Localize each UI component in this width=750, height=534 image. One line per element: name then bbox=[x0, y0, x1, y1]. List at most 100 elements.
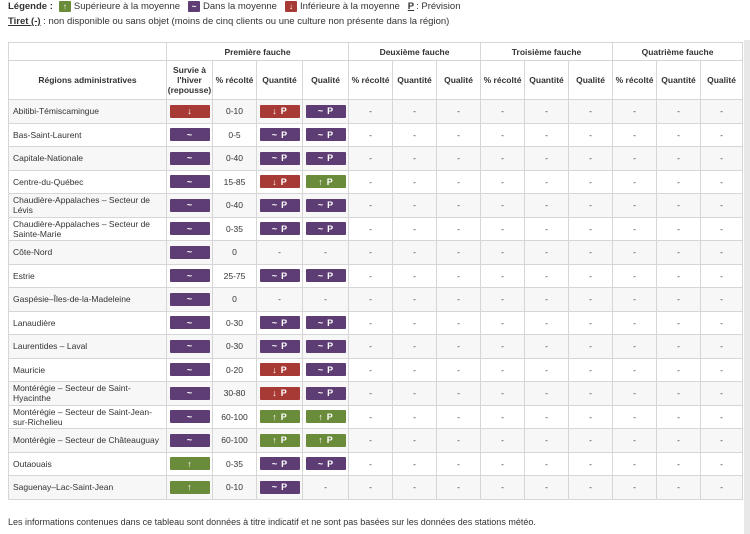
empty-value-cell: - bbox=[436, 193, 482, 218]
recolte-cell: 60-100 bbox=[212, 404, 257, 429]
qualite-badge: ~ P bbox=[305, 151, 346, 165]
legend: Légende : ↑ Supérieure à la moyenne ~ Da… bbox=[8, 0, 468, 13]
region-cell: Côte-Nord bbox=[8, 240, 167, 265]
qualite-cell: - bbox=[301, 287, 350, 312]
region-cell: Montérégie – Secteur de Saint-Jean-sur-R… bbox=[8, 404, 167, 429]
region-cell: Saguenay–Lac-Saint-Jean bbox=[8, 475, 167, 500]
empty-value-cell: - bbox=[392, 475, 438, 500]
table-body: Abitibi-Témiscamingue ↓ 0-10 ↓ P ~ P - - - - - - - - - B… bbox=[8, 99, 744, 500]
empty-value-cell: - bbox=[656, 146, 702, 171]
empty-value-cell: - bbox=[348, 475, 394, 500]
empty-value-cell: - bbox=[700, 146, 744, 171]
empty-value-cell: - bbox=[612, 263, 658, 288]
empty-value-cell: - bbox=[480, 240, 526, 265]
empty-value-cell: - bbox=[524, 475, 570, 500]
empty-value-cell: - bbox=[700, 287, 744, 312]
recolte-cell: 60-100 bbox=[212, 428, 257, 453]
tilde-icon: ~ bbox=[271, 223, 278, 234]
group-header-3: Troisième fauche bbox=[480, 42, 614, 61]
table-row: Bas-Saint-Laurent ~0-5 ~ P ~ P - - - - - - - - - bbox=[8, 122, 744, 147]
empty-value-cell: - bbox=[700, 404, 744, 429]
quantite-badge: ↑ P bbox=[259, 410, 300, 424]
empty-value-cell: - bbox=[656, 451, 702, 476]
quantite-cell: ~ P bbox=[256, 216, 303, 241]
prevision-mark: P bbox=[281, 129, 288, 140]
prevision-mark: P bbox=[280, 411, 287, 422]
quantite-badge: ↑ P bbox=[259, 433, 300, 447]
empty-value-cell: - bbox=[700, 334, 744, 359]
empty-value-cell: - bbox=[656, 99, 702, 124]
empty-value-cell: - bbox=[656, 122, 702, 147]
region-cell: Abitibi-Témiscamingue bbox=[8, 99, 167, 124]
empty-value-cell: - bbox=[656, 263, 702, 288]
prevision-mark: P bbox=[281, 317, 288, 328]
prevision-mark: P bbox=[327, 223, 334, 234]
qualite-badge: ~ P bbox=[305, 222, 346, 236]
quantite-badge: ~ P bbox=[259, 128, 300, 142]
arrow-down-icon: ↓ bbox=[272, 364, 277, 375]
empty-value-cell: - bbox=[436, 216, 482, 241]
recolte-cell: 0-35 bbox=[212, 451, 257, 476]
tilde-icon: ~ bbox=[186, 388, 193, 399]
prevision-mark: P bbox=[281, 200, 288, 211]
survie-cell: ↓ bbox=[166, 99, 213, 124]
empty-value-cell: - bbox=[524, 193, 570, 218]
recolte-cell: 0-10 bbox=[212, 99, 257, 124]
arrow-down-icon: ↓ bbox=[272, 388, 277, 399]
prevision-mark: P bbox=[280, 388, 287, 399]
empty-value-cell: - bbox=[612, 99, 658, 124]
empty-value-cell: - bbox=[392, 146, 438, 171]
recolte-cell: 0-40 bbox=[212, 146, 257, 171]
quantite-badge: ~ P bbox=[259, 480, 300, 494]
tilde-icon: ~ bbox=[186, 270, 193, 281]
legend-label-down: Inférieure à la moyenne bbox=[299, 1, 400, 12]
region-cell: Capitale-Nationale bbox=[8, 146, 167, 171]
empty-value-cell: - bbox=[524, 381, 570, 406]
empty-value-cell: - bbox=[700, 357, 744, 382]
tilde-icon: ~ bbox=[186, 176, 193, 187]
quantite-header-4: Quantité bbox=[656, 60, 702, 100]
survie-cell: ~ bbox=[166, 428, 213, 453]
empty-value-cell: - bbox=[568, 99, 614, 124]
arrow-up-icon: ↑ bbox=[318, 411, 323, 422]
empty-value-cell: - bbox=[392, 310, 438, 335]
scrollbar[interactable] bbox=[744, 40, 750, 534]
empty-value-cell: - bbox=[612, 381, 658, 406]
survie-badge: ~ bbox=[169, 128, 210, 142]
qualite-badge: ↑ P bbox=[305, 175, 346, 189]
quantite-badge: ~ P bbox=[259, 457, 300, 471]
empty-value-cell: - bbox=[524, 122, 570, 147]
table-row: Lanaudière ~0-30 ~ P ~ P - - - - - - - - - bbox=[8, 310, 744, 335]
tilde-icon: ~ bbox=[271, 270, 278, 281]
legend-item-avg: ~ Dans la moyenne bbox=[188, 1, 277, 12]
empty-value-cell: - bbox=[392, 99, 438, 124]
empty-value-cell: - bbox=[480, 334, 526, 359]
quantite-badge: ~ P bbox=[259, 339, 300, 353]
prevision-mark: P bbox=[281, 482, 288, 493]
quantite-badge: ~ P bbox=[259, 316, 300, 330]
empty-value-cell: - bbox=[436, 310, 482, 335]
quantite-cell: ↓ P bbox=[256, 99, 303, 124]
empty-value-cell: - bbox=[436, 263, 482, 288]
empty-value-cell: - bbox=[524, 146, 570, 171]
empty-value-cell: - bbox=[480, 310, 526, 335]
qualite-cell: ~ P bbox=[301, 122, 350, 147]
survie-badge: ~ bbox=[169, 198, 210, 212]
survie-cell: ~ bbox=[166, 240, 213, 265]
empty-value-cell: - bbox=[348, 193, 394, 218]
empty-value-cell: - bbox=[612, 193, 658, 218]
prevision-mark: P bbox=[327, 129, 334, 140]
region-cell: Montérégie – Secteur de Châteauguay bbox=[8, 428, 167, 453]
empty-value-cell: - bbox=[568, 381, 614, 406]
survie-cell: ~ bbox=[166, 310, 213, 335]
empty-value-cell: - bbox=[524, 240, 570, 265]
empty-value-cell: - bbox=[348, 216, 394, 241]
empty-value-cell: - bbox=[480, 169, 526, 194]
quantite-badge: ~ P bbox=[259, 198, 300, 212]
recolte-cell: 0-10 bbox=[212, 475, 257, 500]
tilde-icon: ~ bbox=[186, 364, 193, 375]
empty-value-cell: - bbox=[480, 122, 526, 147]
empty-value-cell: - bbox=[656, 357, 702, 382]
empty-value-cell: - bbox=[348, 334, 394, 359]
empty-value-cell: - bbox=[436, 122, 482, 147]
